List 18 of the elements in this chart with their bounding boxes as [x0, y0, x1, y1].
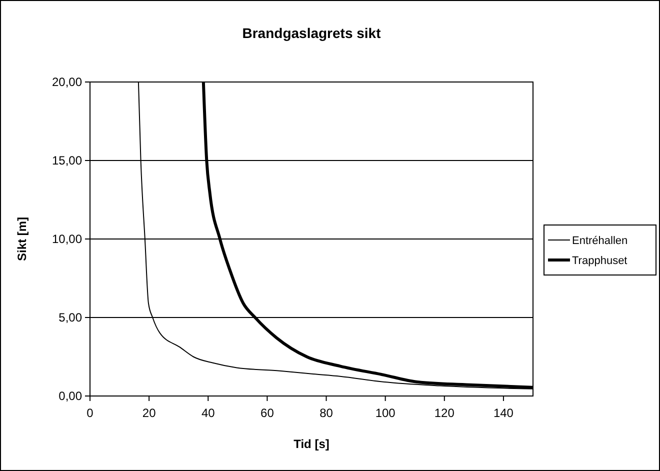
y-tick-label: 5,00: [58, 310, 82, 324]
x-tick-label: 20: [142, 406, 156, 420]
y-axis-title: Sikt [m]: [15, 216, 29, 262]
y-tick-label: 15,00: [52, 153, 82, 168]
y-tick-label: 20,00: [52, 74, 82, 89]
x-tick-label: 40: [201, 406, 216, 420]
legend-label: Entréhallen: [572, 235, 628, 247]
x-tick-label: 120: [434, 406, 455, 420]
x-tick-label: 80: [320, 406, 334, 420]
y-tick-label: 0,00: [58, 388, 82, 403]
x-tick-label: 100: [375, 406, 396, 420]
y-tick-label: 10,00: [52, 232, 82, 246]
x-tick-label: 0: [86, 406, 94, 420]
chart-title: Brandgaslagrets sikt: [242, 25, 382, 41]
x-tick-label: 60: [260, 406, 274, 420]
legend-label: Trapphuset: [572, 255, 628, 267]
x-axis-title: Tid [s]: [294, 437, 330, 451]
x-tick-label: 140: [493, 406, 514, 420]
